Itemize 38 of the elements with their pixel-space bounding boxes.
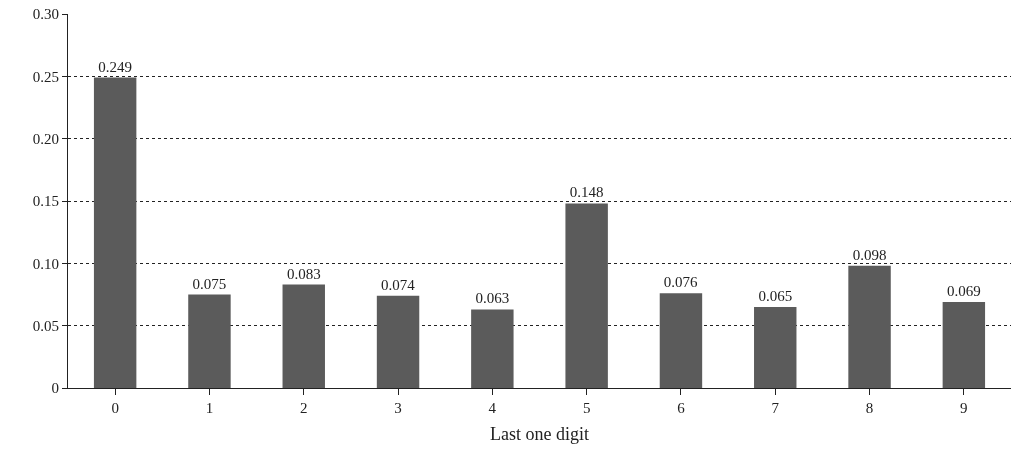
data-label: 0.065 bbox=[758, 287, 793, 304]
x-tick-label: 6 bbox=[677, 400, 686, 416]
y-tick-label: 0.20 bbox=[32, 130, 59, 147]
x-tick-label: 9 bbox=[960, 400, 968, 416]
data-label: 0.075 bbox=[192, 275, 227, 292]
x-axis-title: Last one digit bbox=[490, 424, 589, 445]
bar bbox=[376, 295, 420, 388]
x-tick-label: 2 bbox=[300, 400, 308, 416]
x-tick-label: 5 bbox=[582, 400, 591, 416]
bar bbox=[942, 301, 986, 388]
data-label: 0.069 bbox=[946, 282, 981, 299]
y-tick-label: 0.30 bbox=[32, 6, 59, 23]
x-tick-label: 1 bbox=[205, 400, 214, 416]
data-label: 0.249 bbox=[98, 58, 133, 75]
y-tick-label: 0 bbox=[51, 380, 59, 397]
bar bbox=[188, 294, 231, 388]
data-label: 0.076 bbox=[663, 274, 699, 291]
bar bbox=[754, 306, 797, 388]
y-tick-label: 0.10 bbox=[32, 255, 59, 272]
data-label: 0.063 bbox=[475, 290, 510, 307]
bar bbox=[282, 284, 325, 388]
x-tick-label: 0 bbox=[111, 400, 119, 416]
y-tick-label: 0.05 bbox=[32, 317, 59, 334]
bar bbox=[471, 309, 514, 388]
bar bbox=[93, 77, 137, 388]
data-label: 0.148 bbox=[569, 184, 604, 201]
bar bbox=[659, 293, 703, 388]
bar bbox=[565, 203, 608, 388]
x-tick-label: 7 bbox=[771, 400, 780, 416]
data-label: 0.083 bbox=[286, 265, 321, 282]
y-tick-label: 0.15 bbox=[32, 193, 59, 210]
x-tick-label: 3 bbox=[394, 400, 402, 416]
data-label: 0.074 bbox=[380, 276, 416, 293]
x-tick-label: 8 bbox=[865, 400, 874, 416]
x-tick-label: 4 bbox=[488, 400, 497, 416]
data-label: 0.098 bbox=[852, 246, 887, 263]
y-tick-label: 0.25 bbox=[32, 68, 59, 85]
bar bbox=[848, 265, 891, 388]
